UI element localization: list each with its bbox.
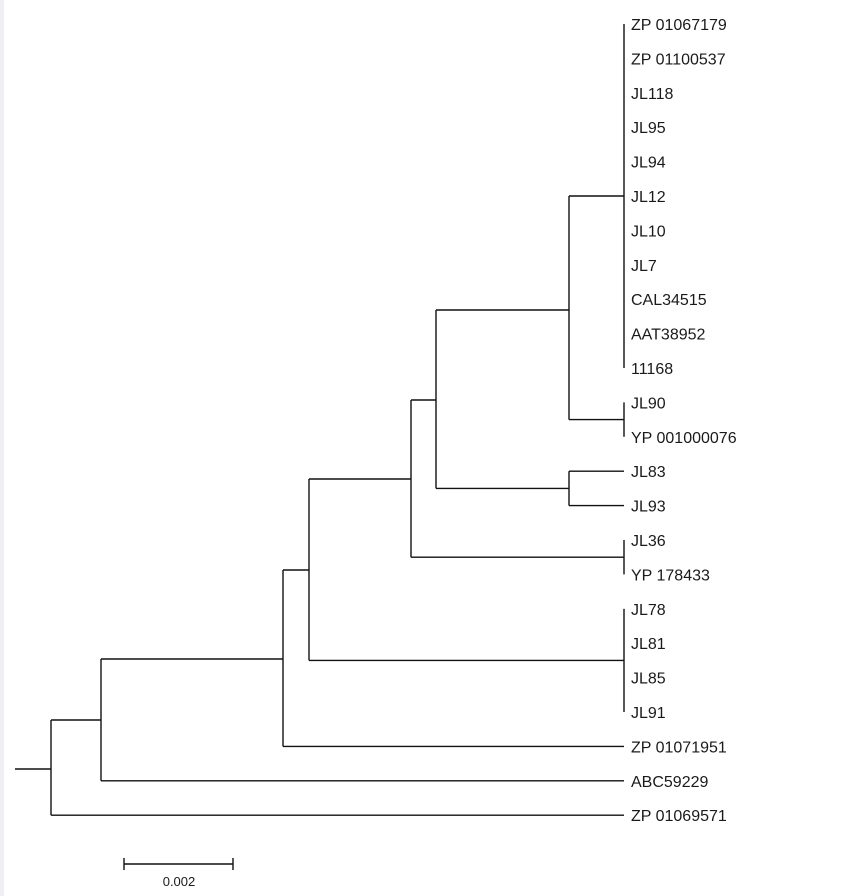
leaf-label: JL83 [631,464,666,481]
scale-bar: 0.002 [123,858,234,889]
tree-branches [15,24,625,816]
leaf-label: YP 001000076 [631,430,737,447]
leaf-label: JL90 [631,395,666,412]
leaf-label: JL7 [631,258,657,275]
scale-bar-label: 0.002 [163,874,196,889]
leaf-label: AAT38952 [631,327,706,344]
leaf-label: JL36 [631,533,666,550]
leaf-label: ZP 01069571 [631,808,727,825]
leaf-label: JL85 [631,671,666,688]
leaf-labels: ZP 01067179 ZP 01100537 JL118 JL95 JL94 JL12 J… [631,17,737,825]
leaf-label: ZP 01071951 [631,739,727,756]
leaf-label: JL93 [631,499,666,516]
leaf-label: 11168 [631,361,673,378]
left-border [0,0,4,896]
leaf-label: JL81 [631,636,666,653]
leaf-label: ZP 01100537 [631,51,726,68]
leaf-label: ZP 01067179 [631,17,727,34]
leaf-label: JL78 [631,602,666,619]
leaf-label: JL10 [631,223,666,240]
leaf-label: JL118 [631,86,674,103]
leaf-label: JL12 [631,189,666,206]
leaf-label: JL91 [631,705,666,722]
leaf-label: JL94 [631,155,666,172]
leaf-label: JL95 [631,120,666,137]
leaf-label: CAL34515 [631,292,707,309]
leaf-label: ABC59229 [631,774,708,791]
leaf-label: YP 178433 [631,567,710,584]
